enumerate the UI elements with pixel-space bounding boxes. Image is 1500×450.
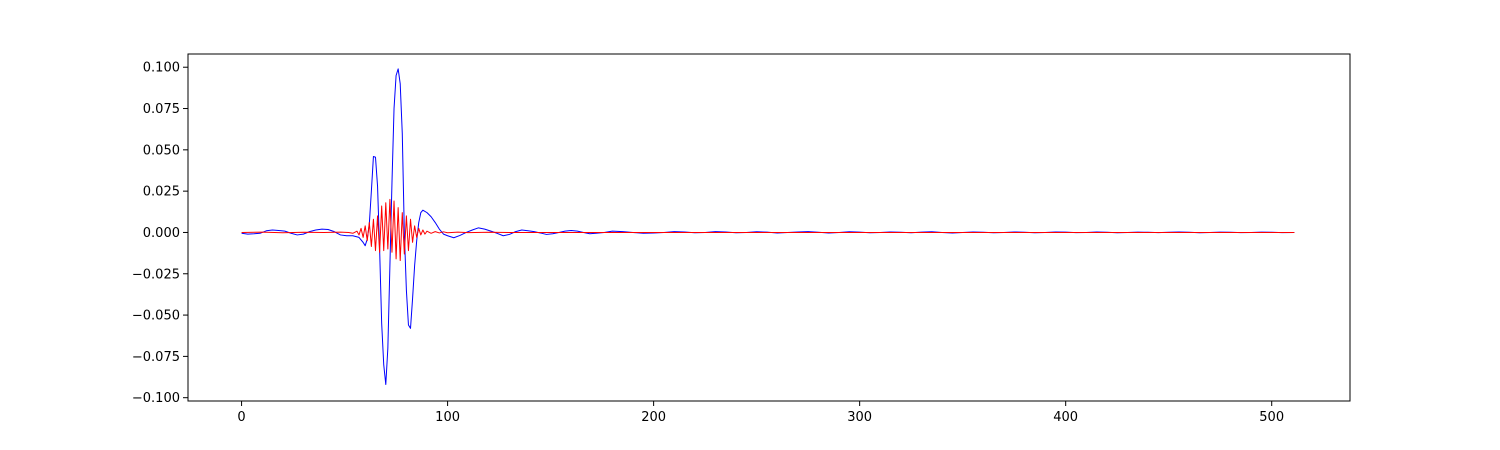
plot-area bbox=[187, 53, 1351, 402]
x-tick-label: 500 bbox=[1259, 410, 1284, 425]
x-tick-label: 400 bbox=[1053, 410, 1078, 425]
y-tick-label: −0.050 bbox=[132, 309, 180, 324]
x-tick-label: 300 bbox=[847, 410, 872, 425]
series-layer bbox=[241, 68, 1295, 385]
y-axis: −0.100 −0.075 −0.050 −0.025 0.000 0.025 0.050 0… bbox=[132, 61, 188, 406]
x-tick-label: 200 bbox=[641, 410, 666, 425]
series-line-1 bbox=[241, 198, 1295, 262]
x-axis: 0 100 200 300 400 500 bbox=[237, 401, 1284, 425]
y-tick-label: −0.025 bbox=[132, 267, 180, 282]
plot-frame bbox=[187, 53, 1351, 402]
y-tick-label: 0.025 bbox=[143, 185, 180, 200]
y-tick-label: 0.100 bbox=[143, 61, 180, 76]
y-tick-label: 0.000 bbox=[143, 226, 180, 241]
y-tick-label: −0.100 bbox=[132, 391, 180, 406]
x-tick-label: 100 bbox=[435, 410, 460, 425]
y-tick-label: 0.075 bbox=[143, 102, 180, 117]
y-tick-label: −0.075 bbox=[132, 350, 180, 365]
x-tick-label: 0 bbox=[237, 410, 245, 425]
y-tick-label: 0.050 bbox=[143, 143, 180, 158]
